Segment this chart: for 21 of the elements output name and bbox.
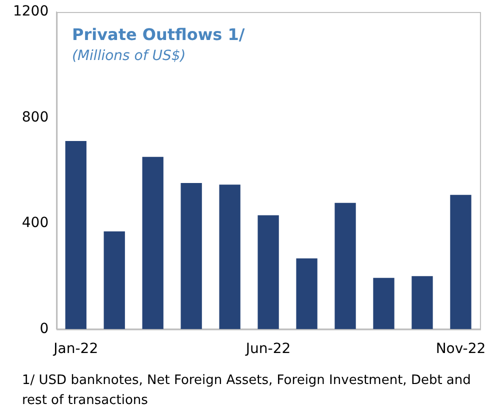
- bar: [373, 278, 394, 330]
- bar: [258, 215, 279, 330]
- bar: [104, 231, 125, 330]
- y-tick-label: 800: [22, 109, 49, 126]
- bar: [219, 184, 240, 330]
- text: 1/ USD banknotes, Net Foreign Assets, Foreign Investment, Debt and rest of transactions: [22, 372, 472, 410]
- bar: [450, 194, 472, 330]
- y-tick-label: 1200: [12, 4, 49, 20]
- bar: [296, 258, 318, 330]
- x-tick-label: Jun-22: [244, 341, 291, 358]
- y-tick-label: 400: [22, 215, 49, 232]
- x-tick-label: Nov-22: [436, 341, 486, 358]
- bar: [180, 183, 202, 330]
- bar: [334, 202, 356, 330]
- y-tick-label: 0: [40, 320, 49, 337]
- bar: [412, 276, 433, 330]
- bar: [65, 140, 86, 330]
- text: Private Outflows 1/: [72, 25, 245, 44]
- x-tick-label: Jan-22: [52, 341, 98, 358]
- text: (Millions of US$): [72, 48, 186, 64]
- bar: [142, 156, 164, 330]
